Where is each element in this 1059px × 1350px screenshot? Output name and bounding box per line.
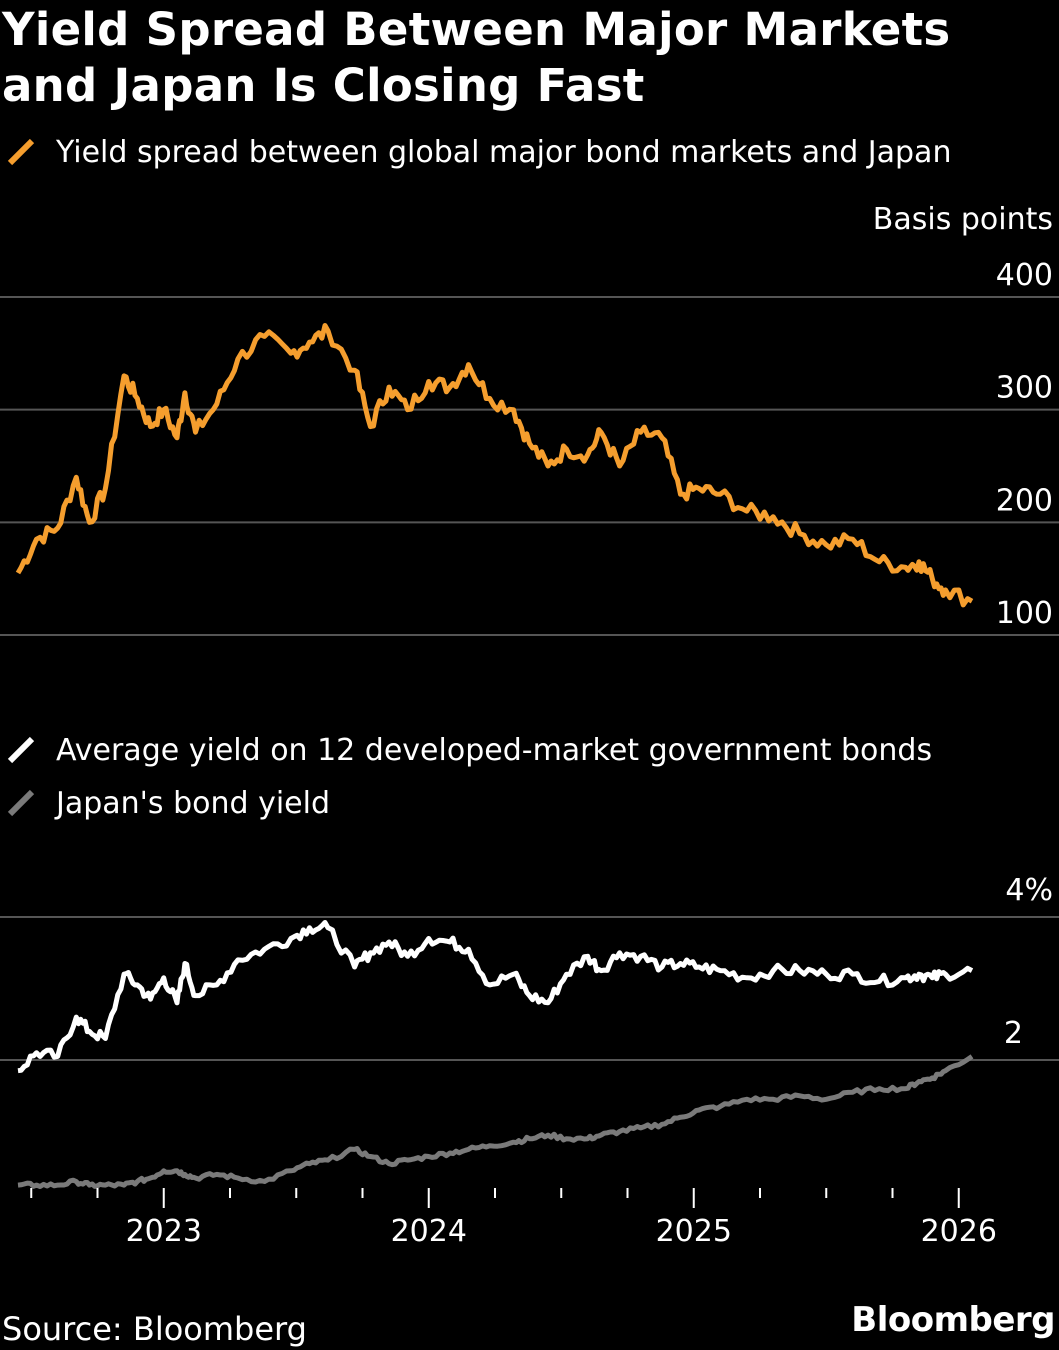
legend-swatch-spread-line (7, 138, 35, 166)
legend-item-spread: Yield spread between global major bond m… (6, 134, 951, 170)
bottom-tick-label-4: 4% (1005, 873, 1053, 908)
bottom-tick-label-2: 2 (1004, 1016, 1023, 1051)
series-line-average-yield (17, 920, 974, 1074)
legend-label-average-yield: Average yield on 12 developed-market gov… (56, 732, 933, 768)
source-note: Source: Bloomberg (2, 1310, 307, 1348)
brand-logo: Bloomberg (851, 1300, 1055, 1340)
legend-item-japan-yield: Japan's bond yield (6, 785, 330, 821)
legend-swatch-japan-line (7, 789, 35, 817)
top-tick-label-400: 400 (996, 258, 1053, 293)
x-tick-label-2025: 2025 (656, 1214, 732, 1249)
top-tick-label-200: 200 (996, 483, 1053, 518)
legend-swatch-spread-icon (7, 138, 35, 166)
legend-swatch-average-icon (7, 736, 35, 764)
x-tick-label-2026: 2026 (921, 1214, 997, 1249)
x-tick-label-2024: 2024 (391, 1214, 467, 1249)
top-tick-label-300: 300 (996, 371, 1053, 406)
top-tick-label-100: 100 (996, 596, 1053, 631)
legend-label-japan-yield: Japan's bond yield (56, 785, 330, 821)
legend-swatch-average-line (7, 736, 35, 764)
series-line-japan-yield (17, 1054, 974, 1189)
legend-label-spread: Yield spread between global major bond m… (56, 134, 952, 170)
legend-item-average-yield: Average yield on 12 developed-market gov… (6, 732, 932, 768)
x-tick-label-2023: 2023 (126, 1214, 202, 1249)
y-axis-unit-label: Basis points (872, 202, 1053, 237)
series-line-yield-spread (15, 323, 974, 608)
chart-title: Yield Spread Between Major Markets and J… (2, 3, 951, 112)
legend-swatch-japan-icon (7, 789, 35, 817)
